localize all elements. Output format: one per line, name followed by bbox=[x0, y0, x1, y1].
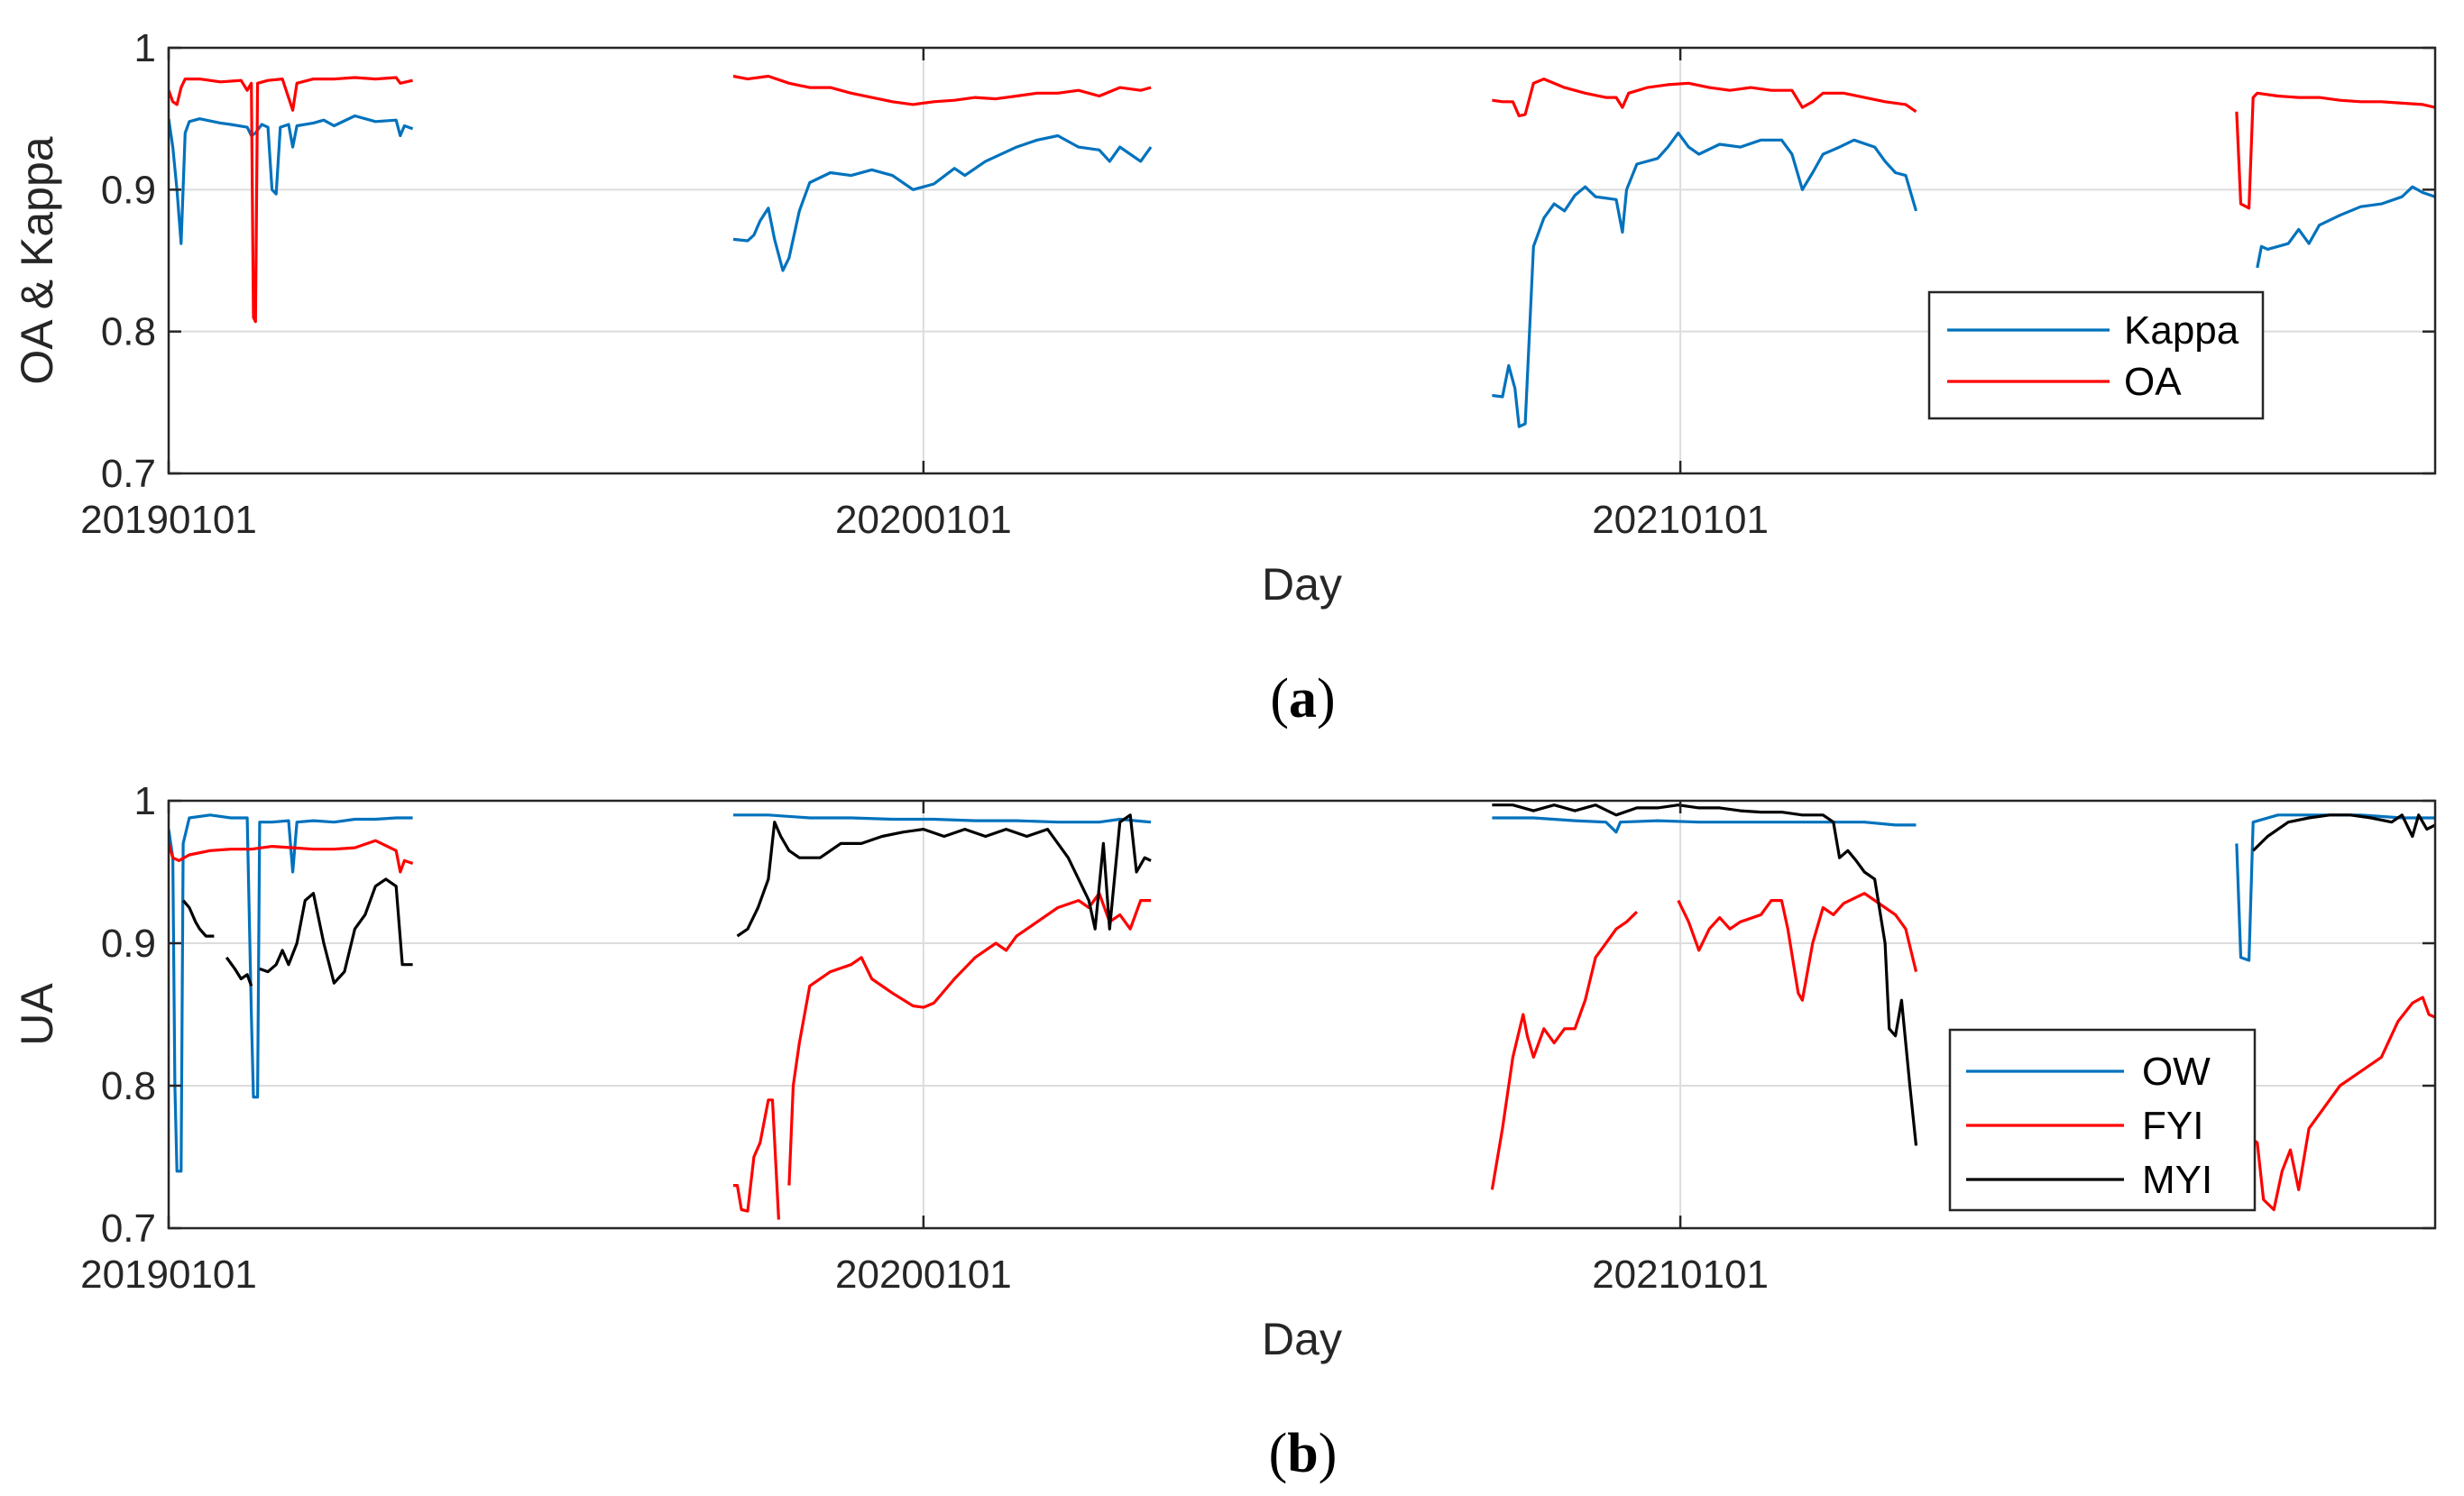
series-line-ow bbox=[2235, 813, 2435, 962]
panel-caption: (b) bbox=[1269, 1423, 1338, 1484]
panel-a: 0.7 0.8 0.9 1 20190101 20200101 20210101 Day OA … bbox=[12, 26, 2437, 730]
y-tick-label: 0.8 bbox=[101, 1064, 156, 1108]
y-tick-label: 0.8 bbox=[101, 310, 156, 354]
panel-b: 0.7 0.8 0.9 1 20190101 20200101 20210101 Day UA O… bbox=[12, 779, 2437, 1484]
axes-box bbox=[167, 799, 2437, 1230]
x-axis-label: Day bbox=[1262, 1314, 1342, 1364]
axes-box bbox=[167, 46, 2437, 475]
series-line-ow bbox=[169, 813, 413, 1173]
series-line-oa bbox=[732, 74, 1152, 106]
series-line-ow bbox=[1492, 816, 1917, 834]
legend: Kappa OA bbox=[1927, 290, 2265, 420]
legend-label-fyi: FYI bbox=[2142, 1104, 2203, 1148]
caption-paren: ) bbox=[1317, 668, 1336, 730]
series-line-myi bbox=[2252, 813, 2435, 852]
series-line-ow bbox=[733, 813, 1152, 824]
series-line-myi bbox=[259, 877, 413, 985]
caption-letter: a bbox=[1289, 668, 1317, 730]
series-line-kappa bbox=[169, 114, 414, 245]
series-group bbox=[169, 74, 2435, 428]
legend-box bbox=[1927, 290, 2265, 420]
x-tick-label: 20190101 bbox=[80, 1253, 257, 1297]
legend-label-kappa: Kappa bbox=[2124, 308, 2239, 353]
series-line-fyi bbox=[1677, 892, 1918, 1002]
series-line-kappa bbox=[2256, 185, 2435, 269]
x-tick-label: 20190101 bbox=[80, 498, 257, 542]
series-line-myi bbox=[736, 813, 1152, 938]
x-tick-label: 20210101 bbox=[1592, 498, 1769, 542]
series-group bbox=[169, 803, 2435, 1220]
y-tick-label: 0.9 bbox=[101, 168, 156, 212]
series-line-fyi bbox=[2246, 996, 2435, 1212]
series-line-kappa bbox=[1492, 131, 1918, 428]
caption-paren: ( bbox=[1270, 668, 1289, 730]
x-axis-label: Day bbox=[1262, 559, 1342, 610]
series-line-fyi bbox=[733, 1098, 780, 1220]
legend-label-myi: MYI bbox=[2142, 1158, 2212, 1202]
series-line-oa bbox=[169, 76, 413, 324]
x-tick-label: 20210101 bbox=[1592, 1253, 1769, 1297]
legend-label-ow: OW bbox=[2142, 1050, 2211, 1094]
series-line-fyi bbox=[787, 892, 1152, 1186]
series-line-oa bbox=[2235, 91, 2435, 210]
series-line-myi bbox=[1492, 803, 1918, 1146]
caption-letter: b bbox=[1287, 1423, 1318, 1484]
y-tick-label: 0.9 bbox=[101, 922, 156, 966]
y-tick-label: 0.7 bbox=[101, 1207, 156, 1251]
series-line-oa bbox=[1492, 78, 1917, 118]
y-tick-label: 1 bbox=[134, 26, 156, 70]
x-tick-label: 20200101 bbox=[835, 498, 1012, 542]
panel-caption: (a) bbox=[1270, 668, 1335, 730]
series-line-myi bbox=[225, 956, 253, 987]
series-line-fyi bbox=[169, 839, 414, 874]
caption-paren: ) bbox=[1319, 1423, 1338, 1484]
series-line-kappa bbox=[732, 133, 1153, 272]
y-tick-label: 0.7 bbox=[101, 452, 156, 496]
y-axis-label: UA bbox=[12, 983, 62, 1046]
y-axis-label: OA & Kappa bbox=[12, 136, 62, 384]
legend-label-oa: OA bbox=[2124, 360, 2182, 404]
y-tick-label: 1 bbox=[134, 779, 156, 823]
series-line-fyi bbox=[1490, 911, 1639, 1190]
x-tick-label: 20200101 bbox=[835, 1253, 1012, 1297]
series-line-myi bbox=[181, 899, 215, 938]
caption-paren: ( bbox=[1269, 1423, 1288, 1484]
legend: OW FYI MYI bbox=[1948, 1028, 2257, 1212]
